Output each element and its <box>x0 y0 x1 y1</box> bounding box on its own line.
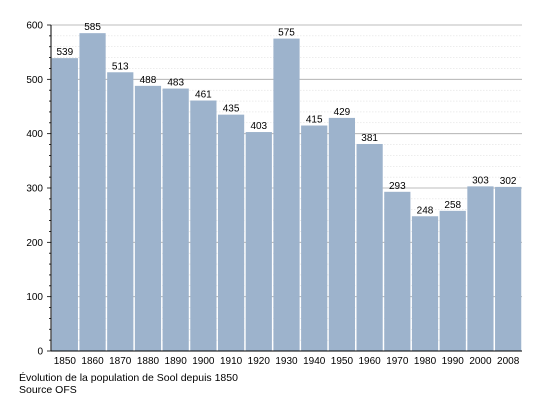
y-tick-label-400: 400 <box>26 129 43 140</box>
value-label-1880: 488 <box>140 75 157 86</box>
bar-1980 <box>411 216 439 351</box>
value-label-1960: 381 <box>361 133 378 144</box>
bar-1910 <box>217 114 245 352</box>
value-label-1940: 415 <box>306 115 323 126</box>
value-label-1850: 539 <box>57 47 74 58</box>
bar-1900 <box>190 100 217 351</box>
bar-1930 <box>273 38 300 351</box>
value-label-1950: 429 <box>334 107 351 118</box>
value-label-1900: 461 <box>195 90 212 101</box>
x-tick-label-1960: 1960 <box>358 356 381 367</box>
value-label-1910: 435 <box>223 104 240 115</box>
y-tick-label-200: 200 <box>26 238 43 249</box>
x-tick-label-1940: 1940 <box>303 356 326 367</box>
bar-1990 <box>439 210 466 351</box>
x-tick-label-2000: 2000 <box>469 356 492 367</box>
bar-1920 <box>245 132 272 351</box>
x-tick-label-1860: 1860 <box>81 356 104 367</box>
value-label-1930: 575 <box>278 28 295 39</box>
bar-1870 <box>107 72 134 352</box>
y-tick-label-0: 0 <box>37 347 43 358</box>
bar-1960 <box>356 143 383 351</box>
value-label-1980: 248 <box>417 205 434 216</box>
bars <box>51 33 522 352</box>
bar-1890 <box>162 88 189 351</box>
labels: 539 1850 585 1860 513 1870 488 1880 483 1890 461 19… <box>26 21 519 368</box>
x-tick-label-2008: 2008 <box>497 356 520 367</box>
x-tick-label-1870: 1870 <box>109 356 132 367</box>
bar-1940 <box>301 125 328 352</box>
bar-1950 <box>328 117 356 351</box>
x-tick-label-1910: 1910 <box>220 356 243 367</box>
bar-1880 <box>134 85 162 351</box>
value-label-1890: 483 <box>167 78 184 89</box>
value-label-2000: 303 <box>472 175 489 186</box>
x-tick-label-1970: 1970 <box>386 356 409 367</box>
y-tick-label-500: 500 <box>26 75 43 86</box>
x-tick-label-1980: 1980 <box>414 356 437 367</box>
value-label-1990: 258 <box>444 200 461 211</box>
value-label-1860: 585 <box>84 22 101 33</box>
x-tick-label-1890: 1890 <box>165 356 188 367</box>
x-tick-label-1990: 1990 <box>442 356 465 367</box>
x-tick-label-1880: 1880 <box>137 356 160 367</box>
bar-1970 <box>384 191 411 351</box>
value-label-1870: 513 <box>112 61 129 72</box>
axes <box>47 24 522 352</box>
x-tick-label-1930: 1930 <box>275 356 298 367</box>
bar-2008 <box>495 186 522 351</box>
value-label-2008: 302 <box>500 176 517 187</box>
bar-1850 <box>51 58 78 351</box>
bar-2000 <box>467 186 494 351</box>
x-tick-label-1920: 1920 <box>248 356 271 367</box>
chart-caption-title: Évolution de la population de Sool depui… <box>19 372 238 384</box>
value-label-1970: 293 <box>389 181 406 192</box>
x-tick-label-1900: 1900 <box>192 356 215 367</box>
y-tick-label-300: 300 <box>26 184 43 195</box>
bar-1860 <box>79 33 106 352</box>
value-label-1920: 403 <box>250 121 267 132</box>
y-tick-label-600: 600 <box>26 21 43 32</box>
x-tick-label-1850: 1850 <box>54 356 77 367</box>
chart-caption-source: Source OFS <box>19 384 77 396</box>
x-tick-label-1950: 1950 <box>331 356 354 367</box>
y-tick-label-100: 100 <box>26 292 43 303</box>
